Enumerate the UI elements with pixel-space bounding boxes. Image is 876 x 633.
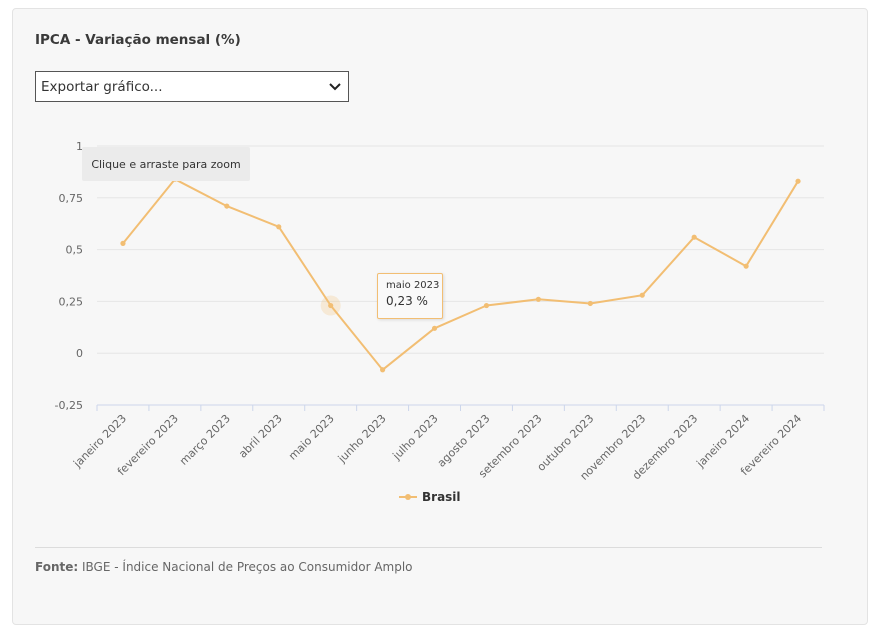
- data-point[interactable]: [431, 325, 438, 331]
- x-axis: [96, 404, 825, 411]
- y-tick-label: -0,25: [55, 399, 83, 412]
- data-point[interactable]: [120, 240, 126, 246]
- y-tick-label: 1: [76, 140, 83, 153]
- data-point[interactable]: [743, 263, 749, 269]
- data-point[interactable]: [483, 302, 490, 309]
- data-point[interactable]: [535, 296, 541, 302]
- x-tick-label: abril 2023: [236, 412, 285, 461]
- zoom-hint: Clique e arraste para zoom: [82, 147, 250, 181]
- series-line[interactable]: [122, 178, 799, 371]
- chart-title: IPCA - Variação mensal (%): [35, 32, 241, 48]
- y-tick-label: 0,25: [59, 295, 84, 308]
- data-point[interactable]: [639, 292, 645, 298]
- series-brasil[interactable]: [120, 176, 801, 373]
- x-tick-label: janeiro 2024: [693, 412, 752, 471]
- grid-lines: [97, 145, 824, 354]
- x-tick-label: maio 2023: [286, 412, 337, 463]
- source-label: Fonte:: [35, 560, 79, 574]
- data-point[interactable]: [587, 300, 593, 307]
- source-text: IBGE - Índice Nacional de Preços ao Cons…: [82, 560, 413, 574]
- x-tick-label: agosto 2023: [435, 412, 493, 470]
- x-tick-label: março 2023: [177, 412, 233, 468]
- chevron-down-icon: [328, 80, 342, 94]
- source-note: Fonte: IBGE - Índice Nacional de Preços …: [35, 560, 413, 574]
- legend-label: Brasil: [422, 490, 461, 504]
- data-point[interactable]: [795, 178, 801, 184]
- y-tick-label: 0: [76, 347, 83, 360]
- data-point[interactable]: [276, 224, 282, 230]
- export-chart-select[interactable]: Exportar gráfico...: [35, 71, 349, 102]
- data-tooltip: maio 2023 0,23 %: [377, 273, 443, 319]
- divider: [35, 547, 822, 548]
- data-point[interactable]: [224, 203, 230, 209]
- data-point[interactable]: [691, 234, 697, 240]
- export-chart-select-value: Exportar gráfico...: [41, 78, 163, 95]
- data-point[interactable]: [328, 302, 334, 309]
- tooltip-value: 0,23 %: [386, 294, 428, 308]
- data-point[interactable]: [380, 367, 386, 373]
- x-tick-label: junho 2023: [335, 412, 389, 466]
- x-tick-label: janeiro 2023: [70, 412, 129, 471]
- legend-item-brasil[interactable]: Brasil: [399, 490, 461, 504]
- legend-line-marker-icon: [399, 492, 417, 502]
- y-tick-label: 0,5: [66, 244, 84, 257]
- tooltip-date: maio 2023: [386, 280, 440, 291]
- x-tick-label: julho 2023: [390, 412, 441, 463]
- y-axis-labels: 1 0,75 0,5 0,25 0 -0,25: [55, 140, 83, 412]
- y-tick-label: 0,75: [59, 192, 84, 205]
